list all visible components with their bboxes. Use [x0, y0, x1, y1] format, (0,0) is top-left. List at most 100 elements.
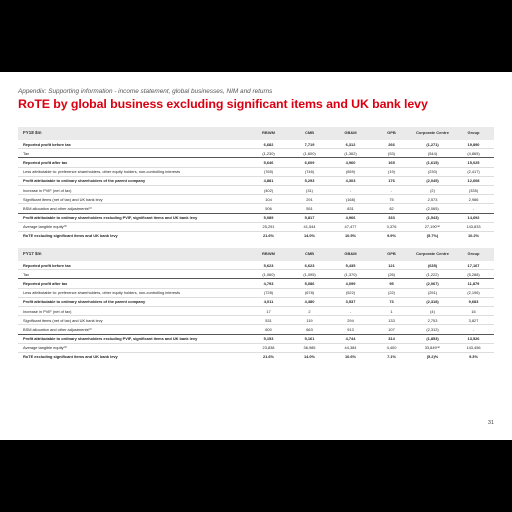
cell-value: 95 [371, 278, 412, 289]
page-title: RoTE by global business excluding signif… [18, 97, 428, 111]
cell-value: 7.1% [371, 351, 412, 362]
cell-value: 5,089 [248, 213, 289, 223]
period-header: FY17 $m [18, 248, 248, 261]
cell-value: 333 [371, 213, 412, 223]
row-label: Profit attributable to ordinary sharehol… [18, 334, 248, 344]
cell-value: (746) [289, 167, 330, 177]
cell-value: 6,682 [248, 140, 289, 150]
cell-value: 143,833 [453, 222, 494, 232]
row-label: Profit attributable to ordinary sharehol… [18, 176, 248, 186]
cell-value: 121 [371, 261, 412, 271]
cell-value: 25,291 [248, 222, 289, 232]
cell-value: 5,435 [330, 261, 371, 271]
table-row: Tax (1,230) (1,600) (1,362) (53) (544) (4,865) [18, 148, 494, 159]
cell-value: 4,966 [330, 213, 371, 223]
cell-value: 294 [330, 315, 371, 326]
row-label: Increase in PVIF (net of tax) [18, 185, 248, 196]
table-row: Average tangible equity⁽³⁾ 23,838 36,985 44… [18, 343, 494, 353]
cell-value: 73 [371, 297, 412, 307]
cell-value: 9,683 [453, 297, 494, 307]
cell-value: 133 [371, 315, 412, 326]
row-label: Tax [18, 148, 248, 159]
cell-value: 23,838 [248, 343, 289, 353]
cell-value: (1,543) [412, 213, 453, 223]
cell-value: 3,376 [371, 222, 412, 232]
cell-value: 2 [289, 306, 330, 317]
column-header: GPB [371, 127, 412, 140]
cell-value: - [453, 203, 494, 214]
table-row: Average tangible equity⁽³⁾ 25,291 41,544 47… [18, 222, 494, 232]
cell-value: (26) [371, 269, 412, 280]
cell-value: (2,067) [412, 278, 453, 289]
cell-value: 119 [289, 315, 330, 326]
cell-value: (1,600) [289, 148, 330, 159]
table-row: Profit attributable to ordinary sharehol… [18, 297, 494, 307]
cell-value: 143,456 [453, 343, 494, 353]
cell-value: 266 [371, 140, 412, 150]
cell-value: 5,161 [289, 334, 330, 344]
cell-value: 33,849⁽⁴⁾ [412, 343, 453, 353]
cell-value: 75 [371, 194, 412, 205]
cell-value: (5.2)% [412, 351, 453, 362]
cell-value: 7,719 [289, 140, 330, 150]
cell-value: 4,960 [330, 157, 371, 168]
cell-value: (1,362) [330, 148, 371, 159]
cell-value: 2,573 [412, 194, 453, 205]
cell-value: 44,384 [330, 343, 371, 353]
cell-value: 14.0% [289, 351, 330, 362]
cell-value: - [330, 185, 371, 196]
cell-value: 6,609 [289, 157, 330, 168]
cell-value: 4,303 [330, 176, 371, 186]
column-header: CMB [289, 127, 330, 140]
row-label: Increase in PVIF (net of tax) [18, 306, 248, 317]
cell-value: (522) [330, 288, 371, 298]
cell-value: 3,537 [330, 297, 371, 307]
cell-value: (544) [412, 148, 453, 159]
row-label: RoTE excluding significant items and UK … [18, 230, 248, 241]
cell-value: (659) [330, 167, 371, 177]
cell-value: 9.3% [453, 351, 494, 362]
column-header: RBWM [248, 127, 289, 140]
table-row: BSM allocation and other adjustments⁽²⁾ 5… [18, 203, 494, 214]
cell-value: (765) [248, 167, 289, 177]
row-label: Reported profit after tax [18, 157, 248, 168]
cell-value: (168) [330, 194, 371, 205]
table-row: Reported profit before tax 5,623 6,623 5,43… [18, 261, 494, 271]
cell-value: (4,865) [453, 148, 494, 159]
cell-value: 104 [248, 194, 289, 205]
column-header: Group [453, 127, 494, 140]
cell-value: 16 [453, 306, 494, 317]
cell-value: 531 [248, 315, 289, 326]
row-label: Profit attributable to ordinary sharehol… [18, 213, 248, 223]
cell-value: (2,318) [412, 297, 453, 307]
row-label: Reported profit before tax [18, 261, 248, 271]
cell-value: (4) [412, 306, 453, 317]
cell-value: 47,477 [330, 222, 371, 232]
cell-value: (251) [412, 288, 453, 298]
cell-value: 36,985 [289, 343, 330, 353]
cell-value: 600 [248, 324, 289, 335]
cell-value: 17 [248, 306, 289, 317]
fy17-table: FY17 $m RBWM CMB GB&M GPB Corporate Centre Gro… [18, 248, 494, 362]
cell-value: (635) [412, 261, 453, 271]
cell-value: 14.0% [289, 230, 330, 241]
cell-value: (22) [371, 288, 412, 298]
period-header: FY18 $m [18, 127, 248, 140]
cell-value: (31) [289, 185, 330, 196]
cell-value: 913 [330, 324, 371, 335]
section-subtitle: Appendix: Supporting information - incom… [18, 88, 273, 95]
table-row: Reported profit after tax 5,646 6,609 4,960… [18, 157, 494, 168]
cell-value: 11,879 [453, 278, 494, 289]
cell-value: 5,153 [248, 334, 289, 344]
cell-value: 4,881 [248, 176, 289, 186]
cell-value: (2,312) [412, 324, 453, 335]
cell-value: (1,060) [248, 269, 289, 280]
cell-value: 551 [289, 203, 330, 214]
cell-value: (5,288) [453, 269, 494, 280]
column-header: Group [453, 248, 494, 261]
cell-value: 107 [371, 324, 412, 335]
cell-value: 5,623 [248, 261, 289, 271]
cell-value: 4,099 [330, 278, 371, 289]
row-label: RoTE excluding significant items and UK … [18, 351, 248, 362]
cell-value: 15,025 [453, 157, 494, 168]
